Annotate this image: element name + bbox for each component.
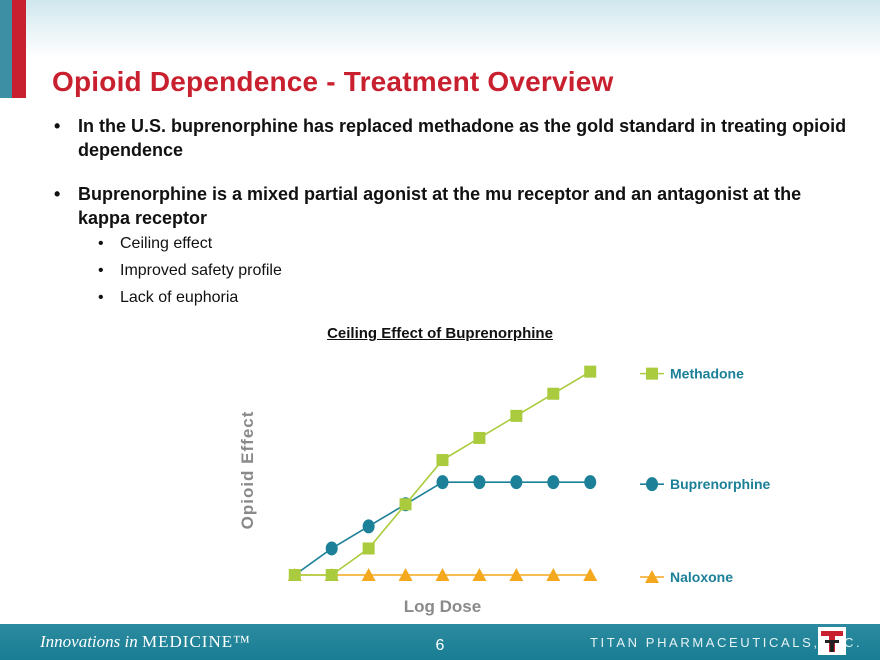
page-number: 6 [435, 637, 445, 654]
bullet-dot: • [98, 289, 104, 306]
footer-bar: Innovations in MEDICINE™ 6 TITAN PHARMAC… [0, 624, 880, 660]
methadone-point [362, 542, 375, 555]
sub-bullet-item: • Lack of euphoria [98, 285, 854, 311]
methadone-point [547, 387, 560, 400]
titan-logo-icon [818, 627, 846, 655]
legend-methadone-label: Methadone [670, 366, 744, 382]
sub-bullet-item: • Improved safety profile [98, 258, 854, 284]
bullet-dot: • [98, 235, 104, 252]
methadone-point [288, 569, 301, 581]
bullet-dot: • [54, 184, 61, 204]
header-accent-stripe-red [12, 0, 26, 98]
footer-tagline: Innovations in MEDICINE™ [40, 632, 251, 652]
buprenorphine-point [325, 541, 338, 556]
methadone-point [436, 454, 449, 467]
naloxone-point [583, 568, 598, 581]
slide-title: Opioid Dependence - Treatment Overview [52, 66, 614, 97]
buprenorphine-point [473, 475, 486, 490]
bullet-dot: • [98, 262, 104, 279]
y-axis-label: Opioid Effect [238, 411, 257, 530]
bullet-text: In the U.S. buprenorphine has replaced m… [78, 116, 847, 160]
ceiling-effect-chart: Log Dose Opioid Effect Methadone Buprenorph… [238, 365, 771, 616]
chart-title: Ceiling Effect of Buprenorphine [327, 325, 553, 342]
methadone-point [399, 498, 412, 511]
buprenorphine-point [547, 475, 560, 490]
bullet-dot: • [54, 116, 61, 136]
header-band [0, 0, 880, 58]
bullet-list: • In the U.S. buprenorphine has replaced… [54, 114, 854, 311]
sub-bullet-text: Lack of euphoria [120, 289, 239, 306]
legend-methadone-marker [646, 367, 658, 380]
methadone-point [584, 365, 597, 378]
methadone-point [473, 431, 486, 444]
methadone-point [510, 409, 523, 422]
naloxone-point [546, 568, 561, 581]
bullet-item: • Buprenorphine is a mixed partial agoni… [54, 182, 854, 230]
buprenorphine-line [294, 481, 591, 576]
naloxone-point [435, 568, 450, 581]
buprenorphine-point [436, 475, 449, 490]
naloxone-point [472, 568, 487, 581]
naloxone-point [361, 568, 376, 581]
naloxone-point [509, 568, 524, 581]
bullet-item: • In the U.S. buprenorphine has replaced… [54, 114, 854, 162]
company-name: TITAN PHARMACEUTICALS, INC. [590, 635, 863, 650]
tagline-prefix: Innovations in [40, 632, 138, 651]
legend-buprenorphine-label: Buprenorphine [670, 476, 771, 492]
buprenorphine-point [584, 475, 597, 490]
naloxone-point [398, 568, 413, 581]
methadone-point [325, 569, 338, 581]
sub-bullet-text: Ceiling effect [120, 235, 213, 252]
sub-bullet-text: Improved safety profile [120, 262, 282, 279]
x-axis-label: Log Dose [404, 597, 481, 616]
buprenorphine-point [510, 475, 523, 490]
sub-bullet-item: • Ceiling effect [98, 231, 854, 257]
buprenorphine-point [362, 519, 375, 534]
legend-naloxone-label: Naloxone [670, 569, 733, 585]
tagline-main: MEDICINE™ [142, 632, 251, 651]
bullet-text: Buprenorphine is a mixed partial agonist… [78, 184, 802, 228]
header-accent-stripe [0, 0, 12, 98]
legend-naloxone-marker [645, 570, 659, 583]
legend-buprenorphine-marker [646, 477, 658, 492]
